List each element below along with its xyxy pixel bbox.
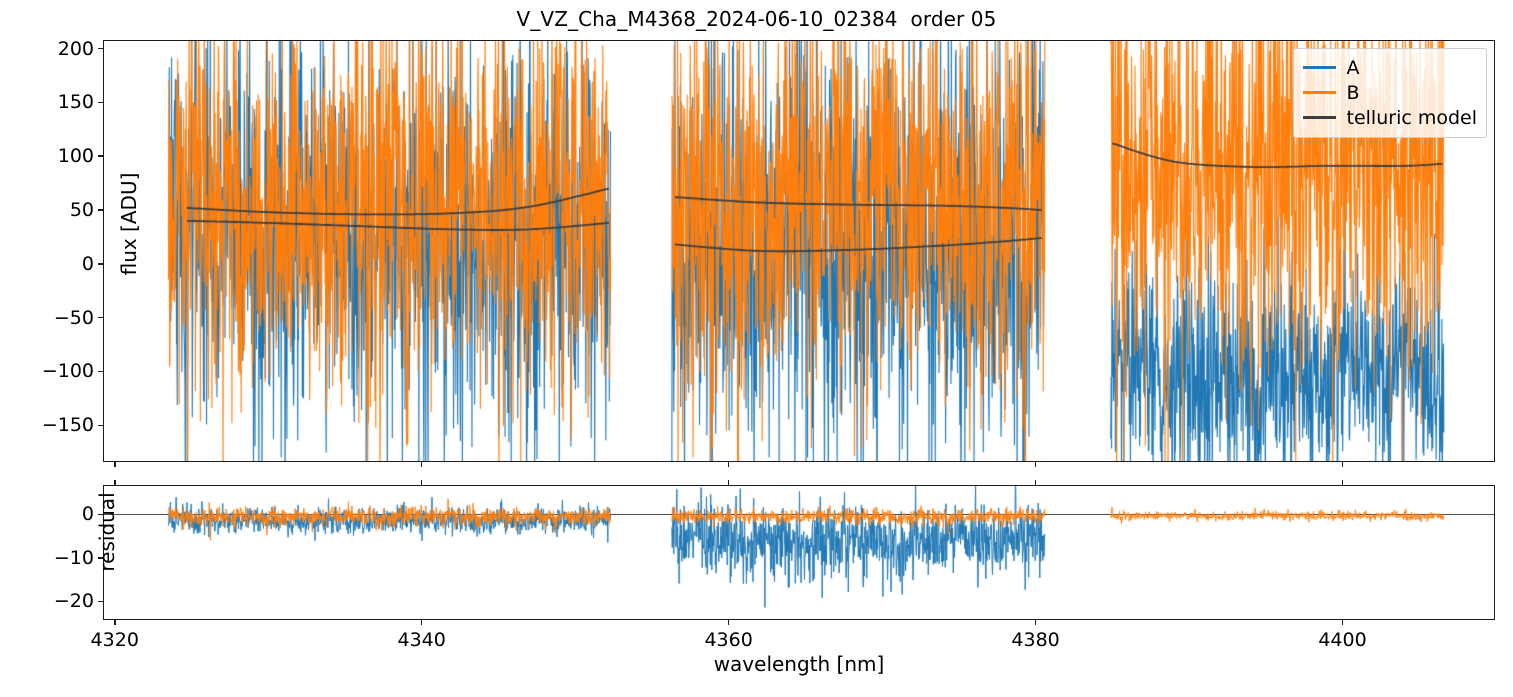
residual-x-tick-top: [420, 480, 423, 486]
flux-y-tick-label: 200: [57, 37, 94, 60]
flux-y-tick: [98, 209, 104, 211]
flux-y-tick-label: 150: [57, 91, 94, 114]
residual-panel: 0 −10 −20 4320 4340 4360 4380 4400 residual: [54, 480, 1495, 651]
x-tick-label: 4400: [1318, 629, 1367, 651]
x-tick-label: 4340: [397, 629, 446, 651]
residual-y-tick-label: 0: [81, 503, 94, 526]
flux-y-tick-label: −100: [41, 360, 94, 383]
x-tick: [113, 619, 116, 625]
x-tick-label: 4380: [1011, 629, 1060, 651]
page-title: V_VZ_Cha_M4368_2024-06-10_02384 order 05: [516, 7, 997, 31]
legend: A B telluric model: [1292, 48, 1487, 138]
x-tick: [1341, 619, 1344, 625]
legend-label-telluric: telluric model: [1346, 106, 1477, 129]
legend-entry-a[interactable]: A: [1302, 55, 1477, 80]
flux-y-tick: [98, 370, 104, 373]
flux-y-tick-label: 50: [69, 199, 94, 221]
legend-swatch-a: [1302, 66, 1336, 69]
flux-x-tick: [113, 461, 116, 467]
flux-x-tick: [1341, 461, 1344, 467]
flux-x-tick: [420, 461, 423, 467]
legend-label-a: A: [1346, 56, 1360, 79]
x-tick: [420, 619, 423, 625]
flux-y-tick: [98, 424, 104, 427]
legend-swatch-telluric: [1302, 116, 1336, 119]
residual-y-tick: [98, 600, 104, 603]
x-tick: [1034, 619, 1037, 625]
residual-y-tick-label: −10: [53, 546, 94, 569]
flux-plot-area: [104, 41, 1494, 461]
flux-x-tick: [1034, 461, 1037, 467]
flux-y-tick-label: 100: [57, 145, 94, 168]
flux-y-tick: [98, 101, 104, 104]
residual-plot-area: [104, 486, 1494, 619]
flux-y-tick-label: −150: [41, 414, 94, 437]
flux-spectrum-canvas: [104, 41, 1494, 461]
legend-label-b: B: [1346, 81, 1360, 104]
flux-x-tick: [727, 461, 730, 467]
residual-x-tick-top: [1034, 480, 1037, 486]
residual-y-tick-label: −20: [53, 590, 94, 613]
residual-x-tick-top: [727, 480, 730, 486]
legend-entry-b[interactable]: B: [1302, 80, 1477, 105]
flux-y-tick: [98, 316, 104, 319]
flux-panel: 200 150 100 50 0 −50 −100 −150 flux [ADU] A B t…: [42, 38, 1495, 467]
flux-y-tick: [98, 47, 104, 50]
x-tick-label: 4360: [704, 629, 753, 651]
flux-y-tick-label: 0: [81, 252, 94, 275]
residual-axis-label: residual: [95, 492, 119, 572]
legend-swatch-b: [1302, 91, 1336, 94]
x-tick-label: 4320: [90, 629, 139, 651]
flux-y-tick-label: −50: [53, 306, 94, 329]
flux-axis-label: flux [ADU]: [117, 172, 141, 276]
flux-y-tick: [98, 155, 104, 157]
x-axis-label: wavelength [nm]: [713, 652, 885, 676]
x-tick: [727, 619, 730, 625]
residual-x-tick-top: [1341, 480, 1344, 486]
residual-y-tick: [98, 513, 104, 516]
legend-entry-telluric[interactable]: telluric model: [1302, 105, 1477, 130]
residual-x-tick-top: [113, 480, 116, 486]
flux-y-tick: [98, 263, 104, 265]
residual-spectrum-canvas: [104, 486, 1494, 619]
residual-y-tick: [98, 557, 104, 559]
